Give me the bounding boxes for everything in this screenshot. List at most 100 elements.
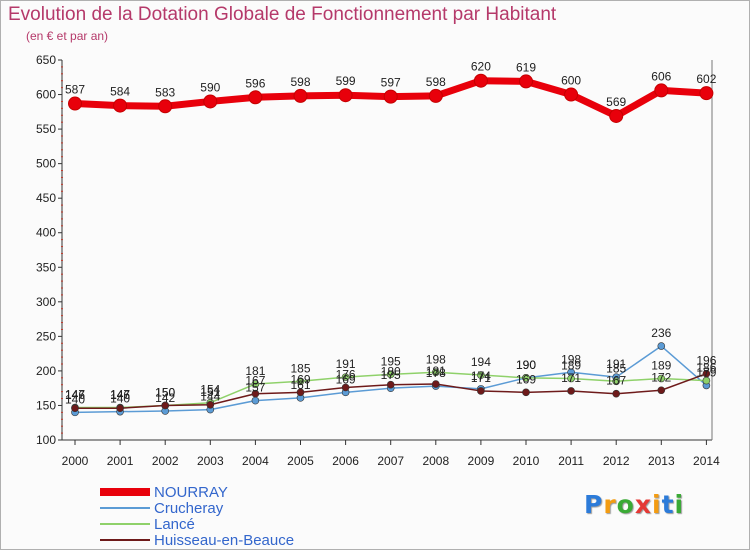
x-tick-label: 2006 — [332, 454, 359, 468]
data-label: 140 — [65, 392, 85, 406]
data-point — [341, 373, 350, 381]
x-tick-label: 2004 — [242, 454, 269, 468]
logo-letter: i — [674, 490, 685, 519]
data-label: 620 — [471, 60, 491, 74]
y-tick-label: 600 — [36, 88, 56, 102]
data-label: 175 — [381, 368, 401, 382]
data-point — [567, 387, 575, 395]
logo-letter: o — [616, 490, 635, 519]
data-point — [519, 74, 533, 89]
data-label: 147 — [65, 388, 85, 402]
y-tick-label: 550 — [36, 122, 56, 136]
data-label: 198 — [426, 352, 446, 366]
data-label: 236 — [651, 326, 671, 340]
data-point — [654, 83, 669, 98]
data-label: 169 — [516, 372, 536, 386]
data-point — [203, 94, 218, 109]
data-point — [383, 89, 398, 104]
data-point — [431, 368, 440, 377]
data-point — [296, 377, 305, 386]
data-point — [248, 90, 263, 105]
data-label: 195 — [381, 354, 401, 368]
data-label: 596 — [245, 76, 265, 90]
legend-item: Huisseau-en-Beauce — [100, 532, 294, 549]
data-label: 185 — [290, 361, 310, 375]
data-label: 597 — [381, 76, 401, 90]
x-tick-label: 2001 — [107, 454, 134, 468]
data-point — [386, 380, 395, 389]
data-point — [251, 396, 260, 405]
data-label: 191 — [606, 357, 626, 371]
data-label: 144 — [200, 390, 220, 404]
data-label: 191 — [336, 357, 356, 371]
data-label: 150 — [155, 385, 175, 399]
data-label: 181 — [245, 364, 265, 378]
y-tick-label: 350 — [36, 260, 56, 274]
data-label: 198 — [561, 352, 581, 366]
data-label: 189 — [561, 359, 581, 373]
data-label: 146 — [110, 388, 130, 402]
data-point — [431, 380, 440, 388]
legend-label: NOURRAY — [154, 483, 228, 501]
data-point — [341, 383, 350, 392]
data-label: 185 — [606, 361, 626, 375]
data-label: 174 — [471, 369, 491, 383]
logo-letter: t — [661, 490, 675, 519]
data-label: 179 — [696, 365, 716, 379]
legend-item: NOURRAY — [100, 483, 294, 501]
data-label: 180 — [381, 365, 401, 379]
chart-subtitle: (en € et par an) — [26, 29, 109, 43]
data-label: 157 — [245, 381, 265, 395]
data-label: 590 — [200, 80, 220, 94]
data-point — [477, 387, 485, 395]
data-point — [522, 388, 530, 397]
series-points — [68, 73, 714, 417]
data-label: 172 — [651, 370, 671, 384]
y-tick-label: 450 — [36, 191, 56, 205]
data-point — [71, 404, 79, 413]
y-tick-label: 150 — [36, 398, 56, 412]
data-label: 189 — [651, 359, 671, 373]
data-label: 147 — [110, 388, 130, 402]
logo-letter: i — [652, 490, 662, 519]
data-point — [612, 389, 621, 398]
x-tick-label: 2000 — [62, 454, 89, 468]
data-point — [477, 371, 485, 379]
logo-letter: r — [603, 490, 617, 519]
data-label: 154 — [200, 383, 220, 397]
data-point — [338, 88, 353, 103]
data-point — [564, 87, 579, 102]
data-label: 140 — [110, 392, 130, 406]
data-label: 167 — [245, 374, 265, 388]
logo-letter: P — [584, 490, 604, 519]
data-label: 167 — [606, 374, 626, 388]
x-tick-label: 2013 — [648, 454, 675, 468]
y-tick-label: 250 — [36, 329, 56, 343]
data-point — [113, 98, 128, 113]
data-point — [251, 389, 260, 398]
data-label: 602 — [696, 72, 716, 86]
data-label: 606 — [651, 69, 671, 83]
data-point — [428, 88, 443, 103]
data-point — [522, 374, 530, 382]
x-tick-label: 2009 — [468, 454, 495, 468]
logo-letter: x — [634, 490, 652, 519]
data-label: 569 — [606, 95, 626, 109]
data-point — [296, 388, 305, 397]
data-label: 171 — [471, 371, 491, 385]
data-label: 176 — [336, 367, 356, 381]
y-tick-label: 650 — [36, 53, 56, 67]
legend-item: Crucheray — [100, 500, 294, 517]
legend-item: Lancé — [100, 516, 294, 533]
data-label: 619 — [516, 60, 536, 74]
x-tick-label: 2005 — [287, 454, 314, 468]
data-label: 598 — [290, 75, 310, 89]
data-label: 587 — [65, 83, 85, 97]
chart-title: Evolution de la Dotation Globale de Fonc… — [8, 4, 557, 25]
data-point — [68, 96, 82, 111]
data-label: 169 — [336, 372, 356, 386]
data-label: 161 — [290, 378, 310, 392]
data-label: 171 — [561, 371, 581, 385]
